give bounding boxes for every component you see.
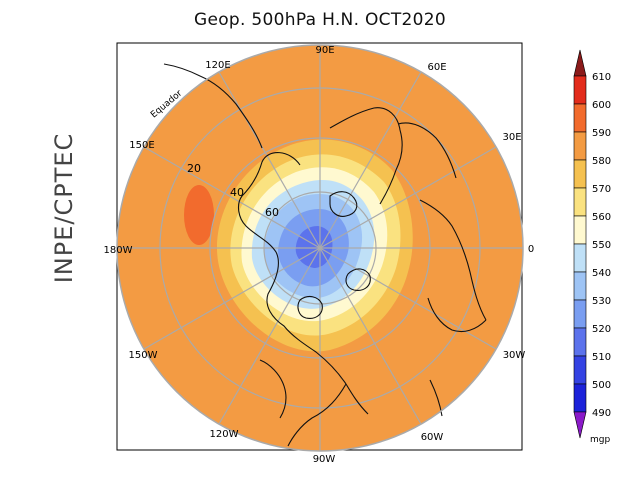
band-510-520 xyxy=(295,226,333,268)
colorbar-tick-label: 570 xyxy=(592,184,611,195)
colorbar-tick-label: 600 xyxy=(592,100,611,111)
lon-label-30W: 30W xyxy=(503,350,526,361)
colorbar: 610600590580570560550540530520510500490 … xyxy=(573,49,611,445)
lon-label-30E: 30E xyxy=(502,132,521,143)
lon-label-180W: 180W xyxy=(104,245,133,256)
colorbar-bin xyxy=(573,75,587,105)
polar-map: 90E 60E 30E 0 30W 60W 90W 120W 150W 180W… xyxy=(104,42,534,465)
coastlines xyxy=(163,63,487,447)
lon-label-60W: 60W xyxy=(421,432,444,443)
colorbar-bin xyxy=(573,299,587,329)
colorbar-arrow-bottom xyxy=(573,411,587,439)
colorbar-tick-label: 530 xyxy=(592,296,611,307)
map-title: Geop. 500hPa H.N. OCT2020 xyxy=(194,10,446,30)
lon-label-150E: 150E xyxy=(129,140,154,151)
lat-label-20: 20 xyxy=(187,162,201,175)
lon-label-90W: 90W xyxy=(313,454,336,465)
colorbar-tick-label: 510 xyxy=(592,352,611,363)
colorbar-bin xyxy=(573,327,587,357)
colorbar-bin xyxy=(573,131,587,161)
lon-label-90E: 90E xyxy=(315,45,334,56)
colorbar-tick-label: 560 xyxy=(592,212,611,223)
colorbar-tick-label: 520 xyxy=(592,324,611,335)
lon-label-60E: 60E xyxy=(427,62,446,73)
colorbar-bin xyxy=(573,355,587,385)
colorbar-tick-label: 490 xyxy=(592,408,611,419)
equator-circle xyxy=(116,44,524,452)
lat-label-40: 40 xyxy=(230,186,244,199)
lon-label-120E: 120E xyxy=(205,60,230,71)
colorbar-bin xyxy=(573,159,587,189)
colorbar-bin xyxy=(573,103,587,133)
colorbar-bin xyxy=(573,243,587,273)
band-590-600 xyxy=(184,185,214,245)
colorbar-unit: mgp xyxy=(590,435,610,445)
colorbar-tick-label: 550 xyxy=(592,240,611,251)
colorbar-tick-label: 610 xyxy=(592,72,611,83)
colorbar-tick-label: 500 xyxy=(592,380,611,391)
lon-label-0: 0 xyxy=(528,244,534,255)
lon-label-150W: 150W xyxy=(129,350,158,361)
colorbar-bin xyxy=(573,215,587,245)
colorbar-tick-label: 580 xyxy=(592,156,611,167)
colorbar-arrow-top xyxy=(573,49,587,77)
graticule xyxy=(117,45,523,451)
colorbar-tick-label: 590 xyxy=(592,128,611,139)
colorbar-bin xyxy=(573,271,587,301)
lon-label-120W: 120W xyxy=(210,429,239,440)
colorbar-bin xyxy=(573,187,587,217)
colorbar-tick-label: 540 xyxy=(592,268,611,279)
colorbar-bin xyxy=(573,383,587,413)
lat-label-60: 60 xyxy=(265,206,279,219)
